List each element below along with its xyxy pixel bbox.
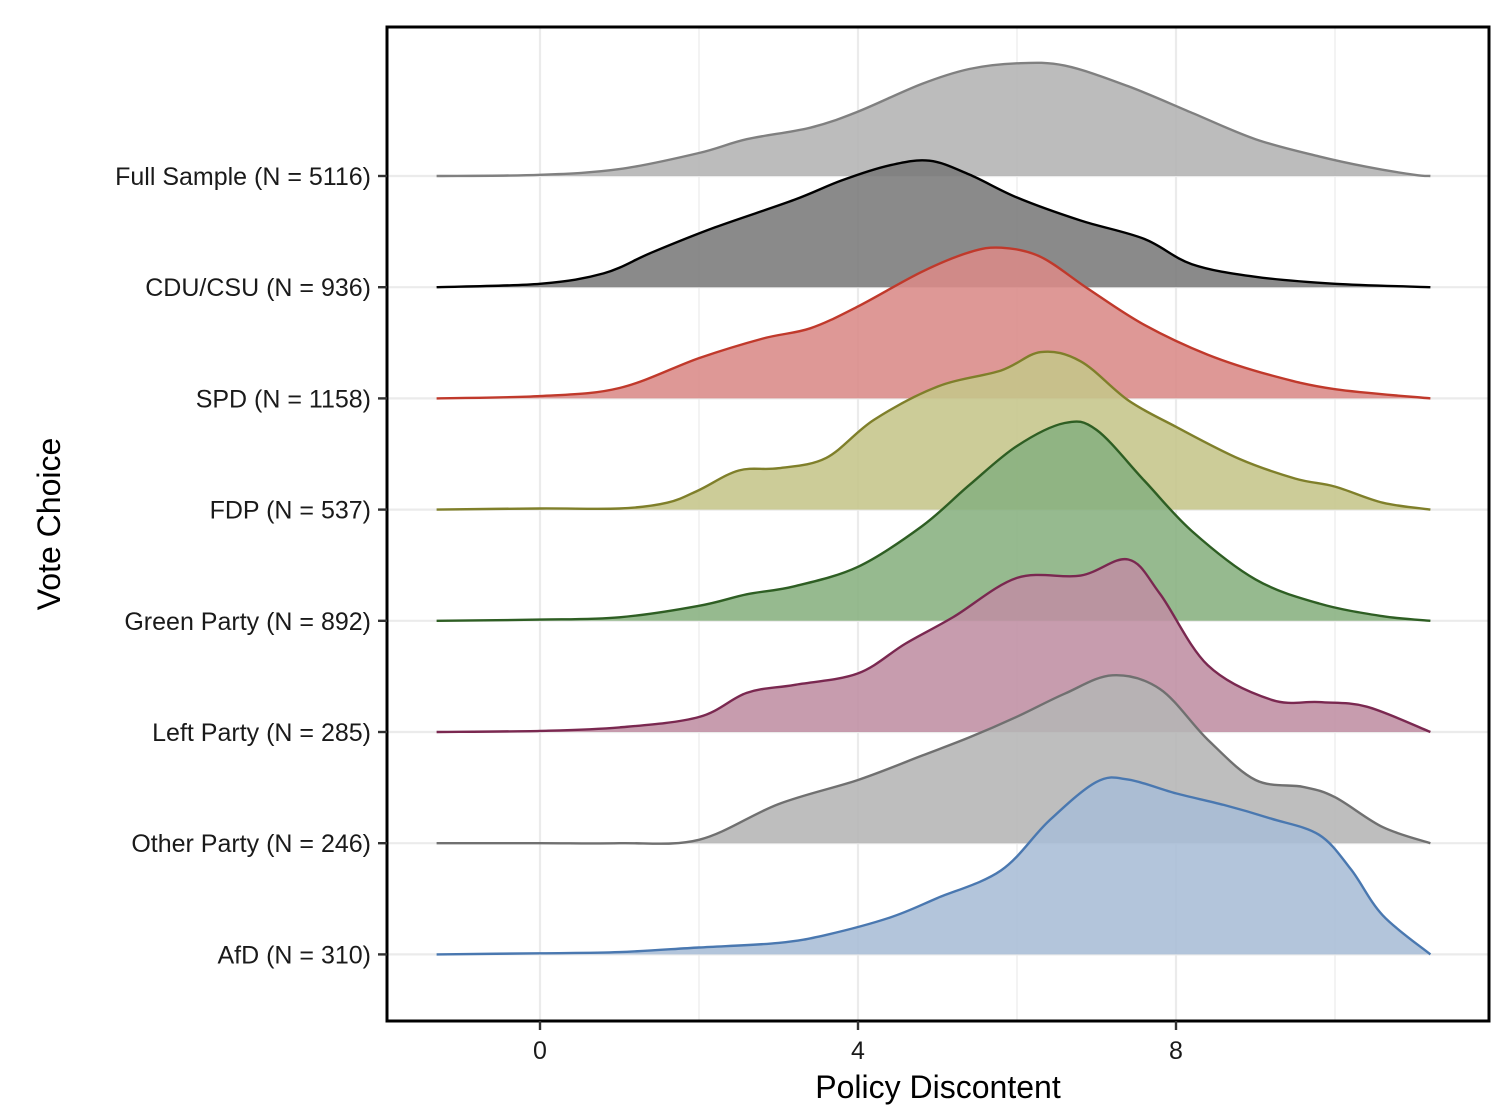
ridge-line bbox=[436, 350, 1431, 511]
ridge-line bbox=[436, 246, 1431, 400]
ridge-line bbox=[436, 420, 1431, 622]
y-tick-label: Left Party (N = 285) bbox=[152, 719, 371, 747]
y-tick-label: FDP (N = 537) bbox=[210, 497, 371, 525]
ridge-line bbox=[436, 776, 1432, 956]
ridge-line bbox=[436, 674, 1431, 845]
ridge-area bbox=[436, 351, 1431, 510]
ridge-line bbox=[436, 557, 1431, 734]
ridge-area bbox=[436, 421, 1431, 621]
y-axis-title: Vote Choice bbox=[31, 438, 67, 611]
ridge-series bbox=[436, 420, 1431, 622]
x-tick-label: 0 bbox=[533, 1037, 547, 1065]
density-ridges bbox=[436, 61, 1432, 956]
y-tick-label: SPD (N = 1158) bbox=[196, 385, 371, 413]
ridge-area bbox=[436, 160, 1431, 288]
ridge-series bbox=[436, 557, 1431, 734]
plot-panel-border bbox=[385, 25, 1491, 1023]
y-tick-label: Other Party (N = 246) bbox=[131, 830, 371, 858]
x-axis: 0 4 8 bbox=[533, 1021, 1183, 1065]
y-tick-label: Green Party (N = 892) bbox=[124, 608, 371, 636]
ridge-series bbox=[436, 246, 1431, 400]
ridge-area bbox=[436, 559, 1431, 732]
y-tick-label: AfD (N = 310) bbox=[217, 941, 371, 969]
ridge-series bbox=[436, 776, 1432, 956]
ridge-series bbox=[436, 350, 1431, 511]
ridge-area bbox=[436, 777, 1431, 955]
x-axis-title: Policy Discontent bbox=[815, 1069, 1061, 1105]
ridge-line bbox=[436, 61, 1431, 178]
ridge-area bbox=[436, 247, 1431, 399]
x-tick-label: 8 bbox=[1169, 1037, 1183, 1065]
ridge-series bbox=[436, 159, 1431, 289]
ridge-area bbox=[436, 62, 1431, 176]
y-tick-label: CDU/CSU (N = 936) bbox=[145, 274, 371, 302]
y-axis: Full Sample (N = 5116) CDU/CSU (N = 936) S… bbox=[115, 163, 387, 969]
ridge-line bbox=[436, 159, 1431, 289]
y-tick-label: Full Sample (N = 5116) bbox=[115, 163, 371, 191]
x-tick-label: 4 bbox=[851, 1037, 865, 1065]
ridge-series bbox=[436, 61, 1431, 178]
